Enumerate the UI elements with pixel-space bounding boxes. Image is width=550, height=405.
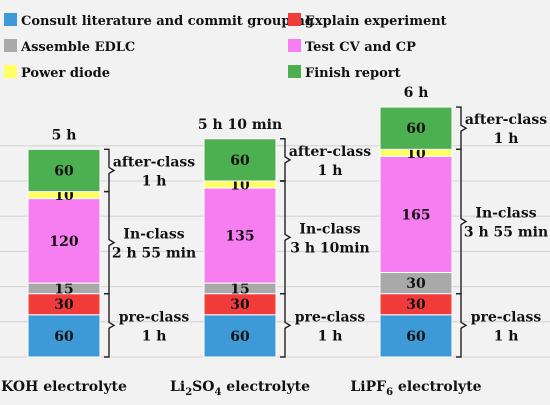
legend-label: Assemble EDLC [20,40,135,55]
bar-value-label: 10 [406,146,426,162]
legend: Consult literature and commit groupingEx… [4,13,447,81]
phase-label: pre-class [295,309,366,325]
bar-value-label: 120 [49,234,78,250]
legend-label: Explain experiment [305,14,447,29]
phase-label: In-class [475,205,536,221]
bar-value-label: 15 [54,281,73,297]
phase-label: pre-class [471,309,542,325]
legend-swatch [288,13,301,26]
category-label: Li2SO4 electrolyte [170,379,310,398]
bar-segment [203,314,277,358]
bracket [456,292,468,358]
bracket [104,190,116,295]
phase-duration: 2 h 55 min [112,246,196,262]
bracket [280,180,292,295]
bar-segment [379,106,453,150]
phase-duration: 1 h [494,131,519,147]
legend-label: Finish report [305,66,401,81]
phase-label: after-class [113,154,195,170]
bar-total-label: 5 h 10 min [198,117,282,133]
legend-swatch [4,39,17,52]
bracket [104,148,116,193]
phase-label: In-class [123,227,184,243]
bar-value-label: 15 [230,281,249,297]
category-label: KOH electrolyte [1,379,127,395]
phase-duration: 1 h [142,173,167,189]
bar-value-label: 60 [406,329,426,345]
bar-segment [379,155,453,274]
bar-value-label: 60 [230,153,250,169]
phase-label: after-class [465,112,547,128]
annotations: pre-class 1 h In-class 2 h 55 min after-clas… [104,106,548,358]
legend-swatch [4,65,17,78]
bracket [456,106,468,151]
phase-duration: 1 h [494,328,519,344]
phase-label: pre-class [119,309,190,325]
bar-value-label: 10 [230,178,250,194]
bar-value-label: 10 [54,188,74,204]
legend-swatch [288,39,301,52]
bar-segment [379,314,453,358]
bar-segment [27,198,101,284]
bracket [104,292,116,358]
phase-duration: 1 h [318,328,343,344]
phase-label: after-class [289,144,371,160]
bar-segment [203,138,277,182]
bar-value-label: 60 [230,329,250,345]
bracket [280,292,292,358]
bracket [456,148,468,295]
category-label: LiPF6 electrolyte [350,379,481,398]
legend-swatch [4,13,17,26]
bar-segment [27,148,101,193]
legend-label: Consult literature and commit grouping [21,14,314,29]
legend-swatch [288,65,301,78]
phase-duration: 1 h [142,328,167,344]
bar-total-label: 6 h [404,85,429,101]
phase-duration: 3 h 55 min [464,224,548,240]
bar-value-label: 30 [406,276,426,292]
bar-value-label: 165 [401,207,430,223]
bar-value-label: 30 [54,297,74,313]
phase-label: In-class [299,221,360,237]
bar-total-label: 5 h [52,127,77,143]
bar-value-label: 135 [225,229,254,245]
bracket [280,138,292,182]
legend-label: Test CV and CP [305,40,416,55]
bar-value-label: 60 [54,329,74,345]
phase-duration: 3 h 10min [290,240,369,256]
bar-value-label: 60 [54,163,74,179]
bar-value-label: 60 [406,121,426,137]
bar-segment [27,314,101,358]
phase-duration: 1 h [318,163,343,179]
bar-value-label: 30 [406,297,426,313]
category-labels: KOH electrolyte Li2SO4 electrolyte LiPF6 e… [1,379,482,398]
legend-label: Power diode [21,66,110,81]
bar-value-label: 30 [230,297,250,313]
